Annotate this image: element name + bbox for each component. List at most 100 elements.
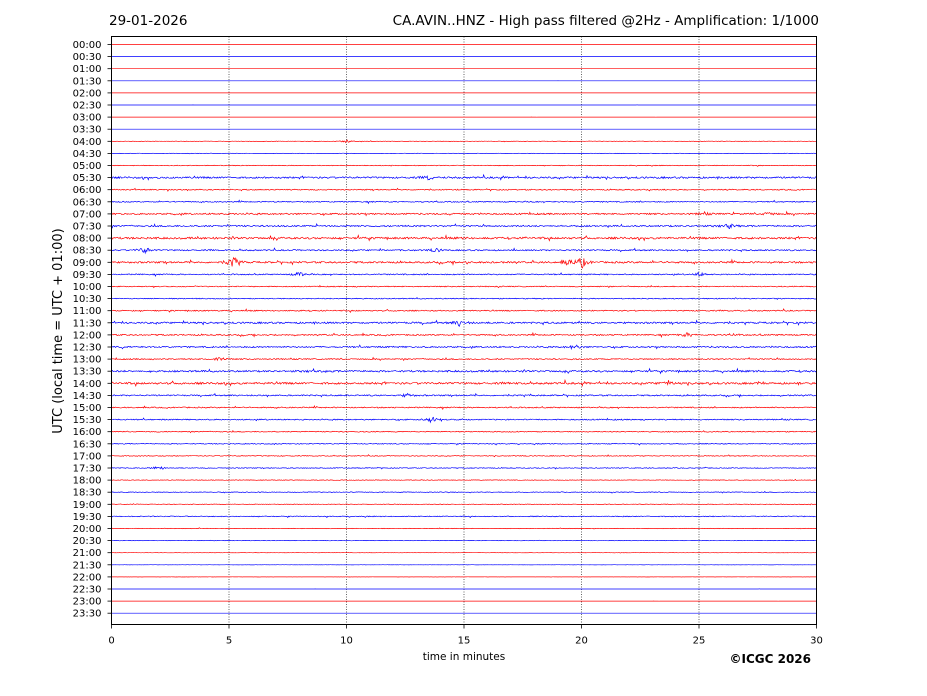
y-tick-label: 16:30 bbox=[73, 439, 102, 450]
x-tick-label: 0 bbox=[108, 636, 114, 647]
x-tick-label: 5 bbox=[226, 636, 232, 647]
trace-1500 bbox=[111, 404, 817, 411]
copyright-label: ©ICGC 2026 bbox=[729, 652, 811, 666]
x-tick-label: 20 bbox=[575, 636, 588, 647]
y-tick-label: 08:30 bbox=[73, 246, 102, 257]
chart-title: CA.AVIN..HNZ - High pass filtered @2Hz -… bbox=[393, 13, 819, 29]
y-tick-label: 18:30 bbox=[73, 488, 102, 499]
trace-1930 bbox=[111, 515, 817, 519]
y-tick-label: 00:00 bbox=[73, 40, 102, 51]
x-tick-labels: 0 5 10 15 20 25 30 bbox=[108, 624, 823, 647]
trace-2100 bbox=[111, 552, 817, 554]
y-tick-label: 01:30 bbox=[73, 76, 102, 87]
trace-1330 bbox=[111, 367, 817, 375]
trace-0800 bbox=[111, 234, 817, 242]
trace-1130 bbox=[111, 319, 817, 327]
y-tick-label: 09:00 bbox=[73, 258, 102, 269]
trace-1600 bbox=[111, 430, 817, 434]
trace-0400 bbox=[111, 139, 817, 144]
y-tick-label: 06:00 bbox=[73, 185, 102, 196]
y-tick-label: 02:00 bbox=[73, 88, 102, 99]
y-tick-label: 18:00 bbox=[73, 476, 102, 487]
trace-1900 bbox=[111, 503, 817, 506]
y-tick-label: 09:30 bbox=[73, 270, 102, 281]
x-axis-label: time in minutes bbox=[423, 651, 505, 663]
trace-1200 bbox=[111, 331, 817, 338]
x-tick-label: 25 bbox=[693, 636, 706, 647]
y-tick-label: 16:00 bbox=[73, 427, 102, 438]
y-tick-label: 02:30 bbox=[73, 101, 102, 112]
y-tick-label: 19:30 bbox=[73, 512, 102, 523]
y-tick-label: 23:00 bbox=[73, 597, 102, 608]
seismic-traces bbox=[111, 44, 817, 614]
y-tick-label: 12:00 bbox=[73, 330, 102, 341]
trace-1630 bbox=[111, 442, 817, 446]
trace-1730 bbox=[111, 465, 817, 470]
y-tick-label: 10:00 bbox=[73, 282, 102, 293]
y-tick-label: 11:00 bbox=[73, 306, 102, 317]
trace-1400 bbox=[111, 378, 817, 387]
trace-0430 bbox=[111, 152, 817, 155]
y-tick-label: 04:00 bbox=[73, 137, 102, 148]
trace-1430 bbox=[111, 392, 817, 399]
y-tick-label: 13:30 bbox=[73, 367, 102, 378]
y-tick-label: 01:00 bbox=[73, 64, 102, 75]
y-tick-label: 04:30 bbox=[73, 149, 102, 160]
trace-0930 bbox=[111, 271, 817, 278]
y-axis-label: UTC (local time = UTC + 01:00) bbox=[51, 228, 66, 433]
y-tick-label: 23:30 bbox=[73, 609, 102, 620]
trace-0830 bbox=[111, 247, 817, 255]
trace-1230 bbox=[111, 344, 817, 351]
trace-0530 bbox=[111, 173, 817, 181]
trace-0700 bbox=[111, 210, 817, 217]
grid-lines bbox=[228, 36, 700, 625]
y-tick-label: 13:00 bbox=[73, 355, 102, 366]
y-tick-label: 14:30 bbox=[73, 391, 102, 402]
date-label: 29-01-2026 bbox=[109, 13, 187, 29]
trace-1830 bbox=[111, 490, 817, 494]
trace-1300 bbox=[111, 356, 817, 362]
y-tick-label: 21:00 bbox=[73, 548, 102, 559]
y-tick-label: 14:00 bbox=[73, 379, 102, 390]
trace-1530 bbox=[111, 416, 817, 424]
y-tick-label: 20:00 bbox=[73, 524, 102, 535]
y-tick-label: 08:00 bbox=[73, 234, 102, 245]
y-tick-label: 19:00 bbox=[73, 500, 102, 511]
trace-1800 bbox=[111, 478, 817, 482]
trace-1100 bbox=[111, 308, 817, 314]
x-tick-label: 15 bbox=[458, 636, 471, 647]
trace-1030 bbox=[111, 297, 817, 300]
y-tick-label: 07:00 bbox=[73, 209, 102, 220]
y-tick-label: 20:30 bbox=[73, 536, 102, 547]
y-tick-label: 05:30 bbox=[73, 173, 102, 184]
x-tick-label: 30 bbox=[810, 636, 823, 647]
trace-1700 bbox=[111, 454, 817, 458]
y-tick-label: 06:30 bbox=[73, 197, 102, 208]
trace-0630 bbox=[111, 199, 817, 205]
y-tick-label: 05:00 bbox=[73, 161, 102, 172]
plot-frame bbox=[111, 36, 817, 625]
y-tick-label: 15:30 bbox=[73, 415, 102, 426]
y-tick-label: 22:00 bbox=[73, 572, 102, 583]
y-tick-label: 03:30 bbox=[73, 125, 102, 136]
y-tick-label: 07:30 bbox=[73, 222, 102, 233]
y-tick-label: 11:30 bbox=[73, 318, 102, 329]
trace-0730 bbox=[111, 223, 817, 230]
y-tick-label: 15:00 bbox=[73, 403, 102, 414]
trace-1000 bbox=[111, 284, 817, 289]
y-tick-label: 22:30 bbox=[73, 585, 102, 596]
y-tick-label: 21:30 bbox=[73, 560, 102, 571]
trace-2000 bbox=[111, 527, 817, 530]
y-tick-label: 03:00 bbox=[73, 113, 102, 124]
trace-0900 bbox=[111, 256, 817, 269]
x-tick-label: 10 bbox=[340, 636, 353, 647]
y-tick-label: 00:30 bbox=[73, 52, 102, 63]
trace-0600 bbox=[111, 187, 817, 192]
trace-2030 bbox=[111, 539, 817, 542]
y-tick-label: 12:30 bbox=[73, 343, 102, 354]
trace-0500 bbox=[111, 164, 817, 167]
y-tick-label: 17:00 bbox=[73, 451, 102, 462]
y-tick-label: 17:30 bbox=[73, 464, 102, 475]
